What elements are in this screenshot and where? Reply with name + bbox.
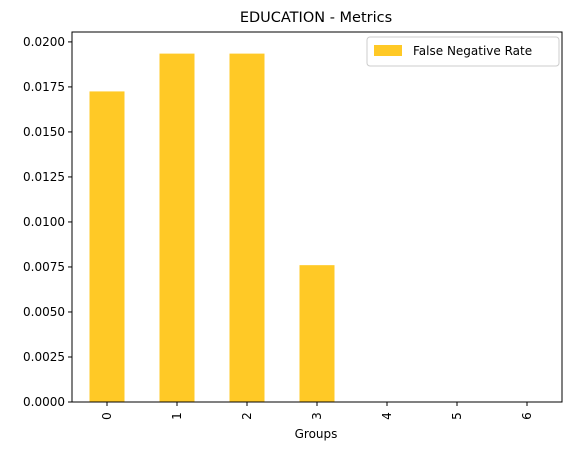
y-tick-label: 0.0175: [23, 80, 65, 94]
x-tick-label: 1: [170, 412, 184, 420]
legend: False Negative Rate: [366, 36, 560, 67]
y-tick-label: 0.0025: [23, 350, 65, 364]
y-tick-label: 0.0200: [23, 35, 65, 49]
legend-label: False Negative Rate: [413, 44, 532, 58]
legend-swatch: [374, 45, 402, 56]
x-tick-label: 6: [520, 412, 534, 420]
chart-title: EDUCATION - Metrics: [240, 10, 392, 26]
x-axis-title: Groups: [295, 427, 338, 441]
y-tick-label: 0.0150: [23, 125, 65, 139]
y-tick-label: 0.0075: [23, 260, 65, 274]
legend-frame: [366, 36, 560, 67]
x-tick-label: 0: [100, 412, 114, 420]
bar-1: [159, 53, 195, 403]
x-tick-label: 3: [310, 412, 324, 420]
plot-area: 0.0000 0.0025 0.0050 0.0075 0.0100 0.0125 0.01…: [23, 31, 563, 420]
x-tick-label: 4: [380, 412, 394, 420]
y-tick-label: 0.0100: [23, 215, 65, 229]
y-tick-label: 0.0000: [23, 395, 65, 409]
bar-2: [229, 53, 265, 403]
x-tick-label: 5: [450, 412, 464, 420]
y-tick-label: 0.0050: [23, 305, 65, 319]
bar-3: [299, 265, 335, 402]
x-tick-label: 2: [240, 412, 254, 420]
y-tick-label: 0.0125: [23, 170, 65, 184]
bar-0: [89, 91, 125, 403]
